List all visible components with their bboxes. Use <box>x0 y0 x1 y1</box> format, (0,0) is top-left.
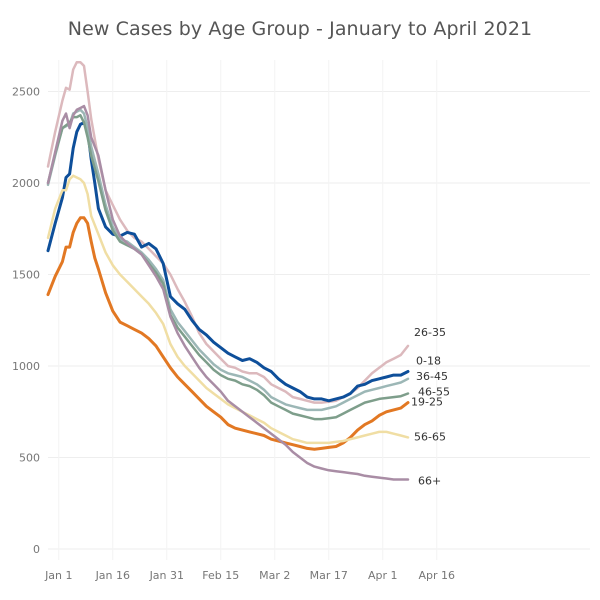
y-tick-label: 500 <box>19 452 40 465</box>
x-tick-label: Apr 16 <box>419 569 456 582</box>
x-tick-label: Apr 1 <box>368 569 398 582</box>
y-tick-label: 1500 <box>12 269 40 282</box>
x-tick-label: Jan 1 <box>44 569 72 582</box>
series-label-46-55: 46-55 <box>418 385 450 398</box>
x-tick-label: Mar 2 <box>259 569 290 582</box>
series-label-66+: 66+ <box>418 474 441 487</box>
series-line-0-18 <box>46 121 410 403</box>
series-line-36-45 <box>46 108 410 412</box>
x-tick-label: Feb 15 <box>202 569 239 582</box>
series-line-66+ <box>46 104 410 481</box>
x-tick-label: Mar 17 <box>310 569 348 582</box>
series-line-46-55 <box>46 114 410 421</box>
y-tick-label: 2000 <box>12 177 40 190</box>
series-label-19-25: 19-25 <box>411 396 443 409</box>
y-tick-label: 1000 <box>12 360 40 373</box>
series-label-56-65: 56-65 <box>414 430 446 443</box>
axis-labels: 0 500 1000 1500 2000 2500 Jan 1 Jan 16 Jan 31 Feb… <box>12 86 455 583</box>
x-tick-label: Jan 31 <box>149 569 184 582</box>
chart-title: New Cases by Age Group - January to Apri… <box>67 18 533 40</box>
series-label-36-45: 36-45 <box>416 370 448 383</box>
x-tick-label: Jan 16 <box>95 569 130 582</box>
series-lines <box>46 60 410 481</box>
series-line-19-25 <box>46 216 410 451</box>
series-line-56-65 <box>46 174 410 445</box>
y-tick-label: 2500 <box>12 86 40 99</box>
series-label-0-18: 0-18 <box>416 354 441 367</box>
y-tick-label: 0 <box>33 543 40 556</box>
gridlines <box>48 60 590 560</box>
series-label-26-35: 26-35 <box>414 326 446 339</box>
